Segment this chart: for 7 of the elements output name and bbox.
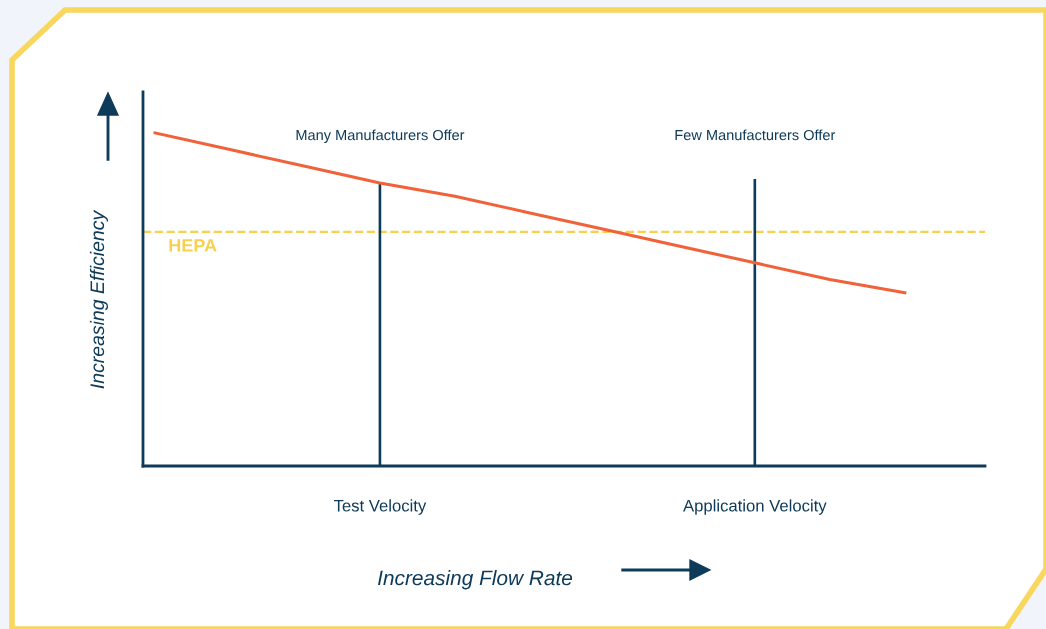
ref-line-label: HEPA — [169, 239, 217, 252]
annotation: Many Manufacturers Offer — [296, 129, 465, 144]
annotation: Few Manufacturers Offer — [675, 129, 836, 141]
y-axis-title: Increasing Efficiency — [89, 209, 108, 389]
x-axis-title: Increasing Flow Rate — [377, 570, 573, 590]
x-tick-label: Application Velocity — [683, 499, 827, 515]
x-tick-label: Test Velocity — [333, 499, 427, 515]
